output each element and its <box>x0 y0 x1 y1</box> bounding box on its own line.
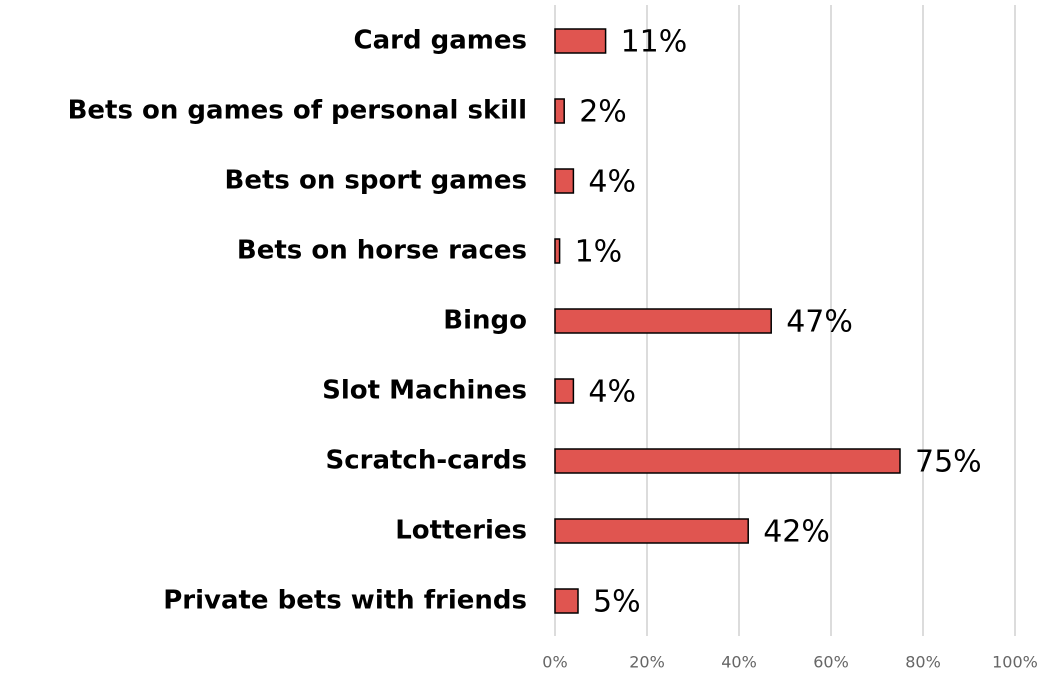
bar <box>554 238 561 264</box>
category-label: Private bets with friends <box>163 586 527 616</box>
x-tick-label: 80% <box>905 653 941 672</box>
category-label: Slot Machines <box>322 376 527 406</box>
category-label: Card games <box>354 26 527 56</box>
x-tick-label: 60% <box>813 653 849 672</box>
x-tick-label: 0% <box>542 653 567 672</box>
value-label: 4% <box>588 375 636 410</box>
bar <box>554 378 575 404</box>
value-label: 75% <box>915 445 982 480</box>
x-tick-label: 40% <box>721 653 757 672</box>
x-tick-label: 100% <box>992 653 1038 672</box>
category-label: Bingo <box>443 306 527 336</box>
bar <box>554 28 607 54</box>
category-label: Bets on sport games <box>225 166 527 196</box>
value-label: 5% <box>593 585 641 620</box>
bar <box>554 308 772 334</box>
bar <box>554 448 901 474</box>
x-tick-label: 20% <box>629 653 665 672</box>
value-label: 2% <box>579 95 627 130</box>
bar <box>554 168 575 194</box>
category-label: Lotteries <box>395 516 527 546</box>
bar <box>554 518 749 544</box>
value-label: 1% <box>575 235 623 270</box>
category-label: Scratch-cards <box>325 446 527 476</box>
category-label: Bets on games of personal skill <box>68 96 527 126</box>
bar <box>554 588 579 614</box>
bar <box>554 98 565 124</box>
value-label: 42% <box>763 515 830 550</box>
value-label: 4% <box>588 165 636 200</box>
value-label: 47% <box>786 305 853 340</box>
category-label: Bets on horse races <box>237 236 527 266</box>
value-label: 11% <box>621 25 688 60</box>
